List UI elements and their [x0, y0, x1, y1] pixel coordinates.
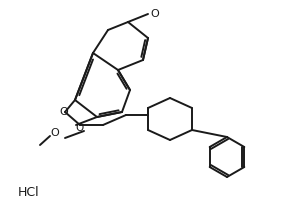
Text: O: O [150, 9, 159, 19]
Text: O: O [51, 128, 59, 138]
Text: HCl: HCl [18, 186, 40, 199]
Text: O: O [76, 123, 84, 133]
Text: O: O [60, 107, 68, 117]
